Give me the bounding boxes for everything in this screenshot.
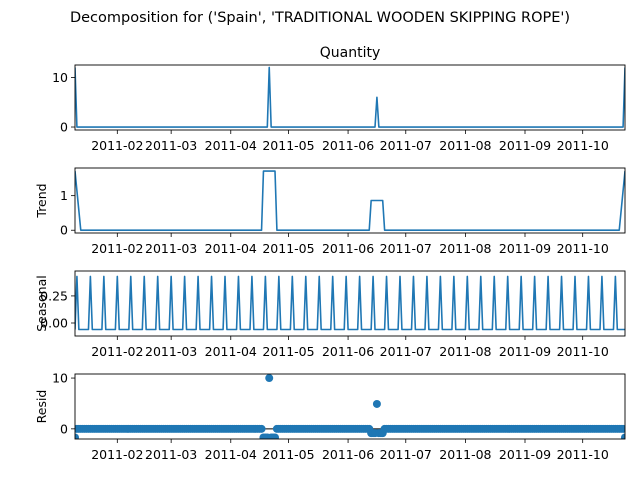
resid-x-tick-label: 2011-03	[145, 447, 197, 462]
resid-point	[619, 424, 625, 433]
trend-axes-frame	[74, 167, 626, 234]
observed-panel: 0 10 2011-02 2011-03 2011-04 2011-05 2011-06 20…	[52, 45, 626, 153]
resid-panel: 0 10 2011-02 2011-03 2011-04 2011-05 2011-06 20…	[34, 371, 626, 462]
resid-axes-frame	[74, 373, 626, 440]
seasonal-x-tick-label: 2011-09	[499, 344, 551, 359]
observed-title: Quantity	[320, 45, 381, 61]
trend-x-tick-label: 2011-02	[91, 241, 143, 256]
trend-x-tick-label: 2011-08	[439, 241, 491, 256]
resid-point	[271, 433, 279, 439]
trend-x-tick-label: 2011-03	[145, 241, 197, 256]
seasonal-plot-area	[75, 275, 625, 331]
resid-point	[265, 374, 274, 383]
trend-x-tick-label: 2011-04	[205, 241, 257, 256]
observed-y-tick-label: 10	[52, 70, 68, 85]
resid-x-tick-label: 2011-05	[262, 447, 314, 462]
resid-point	[372, 399, 381, 408]
seasonal-x-tick-label: 2011-07	[380, 344, 432, 359]
observed-x-tick-label: 2011-08	[439, 138, 491, 153]
observed-x-tick-label: 2011-06	[322, 138, 374, 153]
seasonal-y-tick-label: 0.25	[40, 288, 68, 303]
resid-point	[257, 424, 266, 433]
resid-y-label: Resid	[34, 390, 49, 424]
trend-panel: 0 1 2011-02 2011-03 2011-04 2011-05 2011-06 201…	[34, 167, 626, 256]
trend-x-tick-label: 2011-09	[499, 241, 551, 256]
observed-y-tick-label: 0	[60, 120, 68, 135]
trend-y-tick-label: 0	[60, 223, 68, 238]
observed-x-tick-label: 2011-09	[499, 138, 551, 153]
resid-point	[621, 433, 625, 439]
seasonal-x-tick-label: 2011-08	[439, 344, 491, 359]
resid-x-tick-label: 2011-06	[322, 447, 374, 462]
seasonal-x-tick-label: 2011-06	[322, 344, 374, 359]
observed-x-tick-label: 2011-04	[205, 138, 257, 153]
resid-point	[75, 433, 79, 439]
resid-y-tick-label: 0	[60, 421, 68, 436]
trend-y-label: Trend	[34, 183, 49, 218]
resid-x-tick-label: 2011-10	[557, 447, 609, 462]
observed-x-tick-label: 2011-07	[380, 138, 432, 153]
observed-x-tick-label: 2011-05	[262, 138, 314, 153]
observed-axes-frame	[74, 64, 626, 131]
observed-plot-area	[75, 66, 625, 128]
resid-x-tick-label: 2011-08	[439, 447, 491, 462]
resid-plot-area	[75, 374, 625, 439]
quantity-line	[75, 66, 625, 128]
trend-x-tick-label: 2011-06	[322, 241, 374, 256]
seasonal-x-tick-label: 2011-10	[557, 344, 609, 359]
figure-title: Decomposition for ('Spain', 'TRADITIONAL…	[70, 10, 570, 26]
seasonal-x-tick-label: 2011-03	[145, 344, 197, 359]
trend-x-tick-label: 2011-10	[557, 241, 609, 256]
observed-x-tick-label: 2011-02	[91, 138, 143, 153]
seasonal-x-tick-label: 2011-02	[91, 344, 143, 359]
resid-x-tick-label: 2011-09	[499, 447, 551, 462]
seasonal-y-label: Seasonal	[34, 275, 49, 332]
seasonal-line	[75, 275, 625, 331]
trend-line	[75, 170, 625, 232]
seasonal-x-tick-label: 2011-05	[262, 344, 314, 359]
seasonal-panel: 0.00 0.25 2011-02 2011-03 2011-04 2011-05 2011…	[34, 270, 626, 359]
trend-x-tick-label: 2011-07	[380, 241, 432, 256]
observed-x-tick-label: 2011-10	[557, 138, 609, 153]
trend-plot-area	[75, 170, 625, 232]
seasonal-x-tick-label: 2011-04	[205, 344, 257, 359]
resid-x-tick-label: 2011-07	[380, 447, 432, 462]
seasonal-axes-frame	[74, 270, 626, 337]
observed-x-tick-label: 2011-03	[145, 138, 197, 153]
resid-x-tick-label: 2011-04	[205, 447, 257, 462]
seasonal-y-tick-label: 0.00	[40, 316, 68, 331]
resid-y-tick-label: 10	[52, 371, 68, 386]
trend-x-tick-label: 2011-05	[262, 241, 314, 256]
resid-x-tick-label: 2011-02	[91, 447, 143, 462]
trend-y-tick-label: 1	[60, 188, 68, 203]
